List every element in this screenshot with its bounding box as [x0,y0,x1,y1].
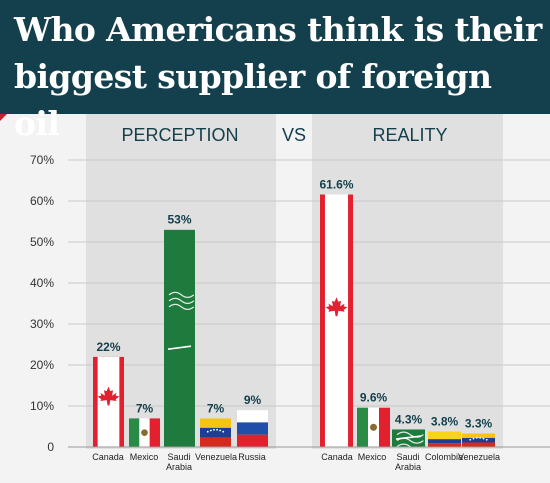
data-label: 9.6% [360,391,388,405]
bar-reality-colombia [428,431,461,447]
y-tick-label: 70% [30,153,54,167]
bar-reality-saudi-arabia [392,429,425,447]
x-tick-label: Mexico [130,452,159,462]
y-tick-label: 20% [30,358,54,372]
bar-perception-russia [237,410,268,447]
y-tick-label: 30% [30,317,54,331]
y-tick-label: 40% [30,276,54,290]
x-tick-label: Canada [92,452,124,462]
bar-perception-canada [93,356,124,447]
x-tick-label: Venezuela [458,452,500,462]
data-label: 22% [96,340,120,354]
data-label: 53% [167,213,191,227]
x-tick-label: Canada [321,452,353,462]
data-label: 4.3% [395,412,423,426]
data-label: 7% [136,401,154,415]
data-label: 7% [207,401,225,415]
bar-reality-canada [320,194,353,447]
bar-reality-mexico [357,407,390,447]
x-tick-label: Saudi Arabia [395,452,421,472]
y-tick-label: 50% [30,235,54,249]
bar-chart: 0 10% 20% 30% 40% 50% 60% 70% PERCEPTION REALITY V… [30,114,550,472]
y-tick-label: 10% [30,399,54,413]
x-tick-label: Venezuela [195,452,237,462]
y-tick-label: 0 [47,440,54,454]
x-tick-label: Mexico [358,452,387,462]
bar-perception-saudi-arabia [164,229,195,447]
data-label: 61.6% [319,177,353,191]
data-label: 9% [244,393,262,407]
accent-corner [0,114,7,121]
bar-perception-venezuela [200,418,231,447]
x-tick-label: Russia [238,452,266,462]
chart-title: Who Americans think is their biggest sup… [14,10,542,143]
header-banner: Who Americans think is their biggest sup… [0,0,550,143]
y-tick-label: 60% [30,194,54,208]
panel-title-perception: PERCEPTION [121,125,238,145]
panel-title-reality: REALITY [372,125,447,145]
x-tick-label: Saudi Arabia [166,452,192,472]
bar-perception-mexico [129,418,160,447]
x-tick-label: Colombia [425,452,463,462]
data-label: 3.3% [465,416,493,430]
vs-label: VS [282,125,306,145]
bar-reality-venezuela [462,433,495,447]
data-label: 3.8% [431,414,459,428]
